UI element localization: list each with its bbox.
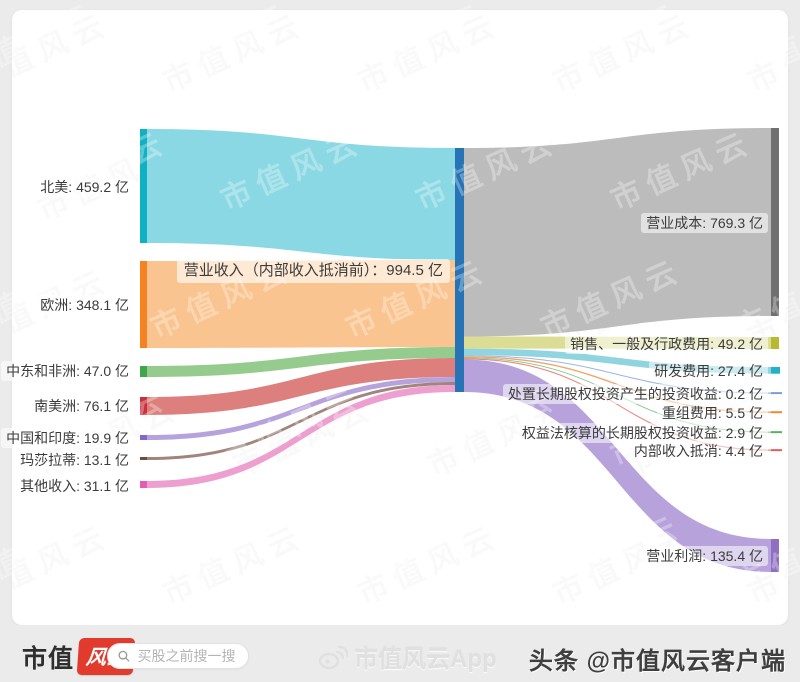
node-north-america [140,129,147,243]
node-total-revenue [455,148,464,392]
app-watermark: 市值风云App [318,639,497,674]
node-rd-expense [771,367,780,374]
target-label-intercompany-elimination: 内部收入抵消: 4.4 亿 [628,441,768,461]
footer-banner: 市值 风云 市值风云App 头条 @市值风云客户端 [0,625,800,682]
search-input[interactable] [135,647,238,665]
source-label-south-america: 南美洲: 76.1 亿 [29,396,134,416]
node-middle-east-africa [140,366,147,377]
flow-south-america [147,358,455,415]
flow-disposal-gain [464,355,771,394]
node-restructuring [771,411,782,414]
flow-cost-of-sales [464,128,771,337]
app-watermark-text: 市值风云App [354,646,497,673]
flow-maserati [147,382,455,460]
source-label-maserati: 玛莎拉蒂: 13.1 亿 [15,450,134,470]
weibo-icon [318,645,348,669]
search-box[interactable] [107,643,249,669]
toutiao-handle-text: 头条 @市值风云客户端 [528,648,786,675]
node-china-india [140,435,147,440]
source-label-north-america: 北美: 459.2 亿 [35,177,134,197]
brand-logo: 市值 风云 [22,638,136,675]
flow-other-income [147,385,455,488]
flow-operating-profit [464,359,771,572]
flow-middle-east-africa [147,347,455,377]
node-europe [140,261,147,348]
node-cost-of-sales [771,128,779,316]
target-label-rd-expense: 研发费用: 27.4 亿 [649,361,768,381]
target-label-restructuring-expense: 重组费用: 5.5 亿 [656,403,768,423]
flow-north-america [147,129,455,260]
target-label-operating-profit: 营业利润: 135.4 亿 [641,546,768,566]
source-label-other-income: 其他收入: 31.1 亿 [15,476,134,496]
node-operating-profit [771,539,779,572]
search-icon [118,650,130,662]
node-intercompany-elim [771,449,782,452]
center-label-total-revenue: 营业收入（内部收入抵消前）：994.5 亿 [176,259,450,283]
target-label-cost-of-sales: 营业成本: 769.3 亿 [641,213,768,233]
source-label-middle-east-africa: 中东和非洲: 47.0 亿 [1,361,134,381]
node-south-america [140,397,147,415]
flow-china-india [147,377,455,440]
flow-intercompany-elim [464,358,771,451]
target-label-sga-expense: 销售、一般及行政费用: 49.2 亿 [565,334,768,354]
node-equity-method-gain [771,431,782,434]
target-label-disposal-investment-gain: 处置长期股权投资产生的投资收益: 0.2 亿 [502,384,768,404]
node-maserati [140,457,147,460]
target-label-equity-method-gain: 权益法核算的长期股权投资收益: 2.9 亿 [516,423,768,443]
source-label-china-india: 中国和印度: 19.9 亿 [1,428,134,448]
node-other-income [140,481,147,488]
source-label-europe: 欧洲: 348.1 亿 [35,295,134,315]
node-disposal-gain [771,392,782,395]
node-sga-expense [771,337,779,349]
brand-logo-text: 市值 [22,644,75,673]
